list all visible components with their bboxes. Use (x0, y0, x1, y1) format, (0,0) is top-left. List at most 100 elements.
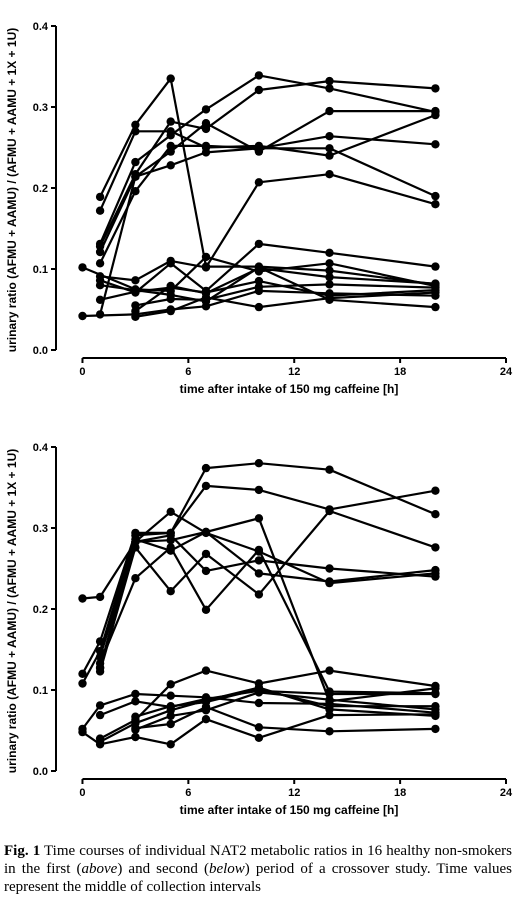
series-line (135, 291, 436, 318)
data-point (325, 465, 334, 474)
data-point (166, 161, 175, 170)
y-axis-label: urinary ratio (AFMU + AAMU) / (AFMU + AA… (5, 449, 19, 773)
series-line (134, 267, 436, 312)
data-point (431, 486, 440, 495)
data-point (201, 148, 211, 157)
x-tick-label: 6 (185, 787, 191, 799)
data-point (166, 587, 175, 596)
y-tick-label: 0.1 (33, 685, 48, 697)
data-point (325, 710, 334, 720)
series-16 (131, 288, 440, 321)
data-point (95, 206, 105, 215)
data-point (78, 669, 87, 678)
series-line (99, 114, 436, 212)
data-point (254, 302, 264, 312)
x-tick-label: 24 (500, 366, 513, 378)
data-point (131, 723, 140, 733)
data-point (95, 592, 105, 602)
data-point (254, 514, 264, 523)
data-point (254, 282, 264, 291)
data-point (431, 572, 440, 581)
data-point (166, 507, 175, 516)
data-point (201, 105, 211, 114)
chart-panel-bottom: 0.0 0.1 0.2 0.3 0.4 0 6 12 18 24 time after intake… (5, 442, 513, 817)
data-point (325, 144, 334, 153)
data-point (166, 294, 175, 304)
x-tick-label: 12 (288, 787, 300, 799)
data-point (431, 510, 440, 519)
data-point (201, 566, 211, 576)
data-point (325, 259, 334, 268)
data-point (131, 543, 140, 552)
data-point (254, 144, 264, 153)
data-point (325, 151, 334, 160)
data-point (254, 685, 264, 694)
y-tick-label: 0.2 (33, 604, 48, 616)
data-point (254, 85, 264, 95)
data-point (254, 264, 264, 273)
data-point (95, 259, 105, 268)
x-tick-label: 12 (288, 366, 300, 378)
data-point (131, 301, 140, 310)
data-point (166, 74, 175, 83)
data-point (166, 546, 175, 555)
caption-emphasis-above: above (81, 861, 118, 877)
data-point (95, 247, 105, 257)
series-13 (78, 710, 440, 749)
data-point (254, 590, 264, 599)
data-point (201, 252, 211, 262)
y-tick-label: 0.2 (33, 183, 48, 195)
data-point (166, 281, 175, 291)
x-tick-label: 6 (185, 366, 191, 378)
data-point (431, 106, 440, 116)
chart-panel-top: 0.0 0.1 0.2 0.3 0.4 0 6 12 18 24 time after intake… (5, 21, 513, 396)
data-point (431, 724, 440, 734)
series-line (99, 546, 436, 695)
series-line (135, 705, 436, 733)
data-point (131, 127, 140, 136)
data-point (131, 312, 140, 321)
y-tick-label: 0.4 (33, 21, 49, 33)
series-line (135, 688, 436, 718)
data-point (254, 71, 264, 80)
data-point (201, 463, 211, 473)
x-tick-label: 18 (394, 366, 406, 378)
data-point (131, 574, 140, 583)
data-point (131, 276, 140, 285)
data-point (166, 691, 175, 700)
data-point (431, 140, 440, 149)
data-point (166, 711, 175, 721)
x-axis-label: time after intake of 150 mg caffeine [h] (180, 803, 399, 817)
data-point (325, 272, 334, 282)
series-line (81, 713, 436, 746)
data-point (325, 727, 334, 736)
series-line (99, 173, 436, 282)
series-line (99, 530, 436, 668)
series-line (135, 283, 436, 307)
data-point (325, 702, 334, 711)
data-point (325, 106, 334, 116)
data-point (166, 740, 175, 749)
data-point (95, 740, 105, 749)
series-line (99, 517, 436, 703)
series-16 (131, 702, 440, 736)
y-axis-label: urinary ratio (AFMU + AAMU) / (AFMU + AA… (5, 28, 19, 352)
data-point (431, 302, 440, 312)
data-point (431, 84, 440, 93)
data-point (131, 120, 140, 129)
series-8 (95, 506, 440, 676)
data-point (254, 698, 264, 708)
data-point (254, 723, 264, 732)
y-tick-label: 0.3 (33, 523, 48, 535)
y-tick-label: 0.3 (33, 102, 48, 114)
data-point (431, 288, 440, 297)
data-point (78, 594, 87, 603)
data-point (131, 157, 140, 167)
data-point (166, 536, 175, 545)
x-tick-label: 24 (500, 787, 513, 799)
x-axis-label: time after intake of 150 mg caffeine [h] (180, 382, 399, 396)
data-point (325, 76, 334, 86)
data-point (254, 733, 264, 742)
data-point (201, 715, 211, 724)
data-point (254, 459, 264, 468)
